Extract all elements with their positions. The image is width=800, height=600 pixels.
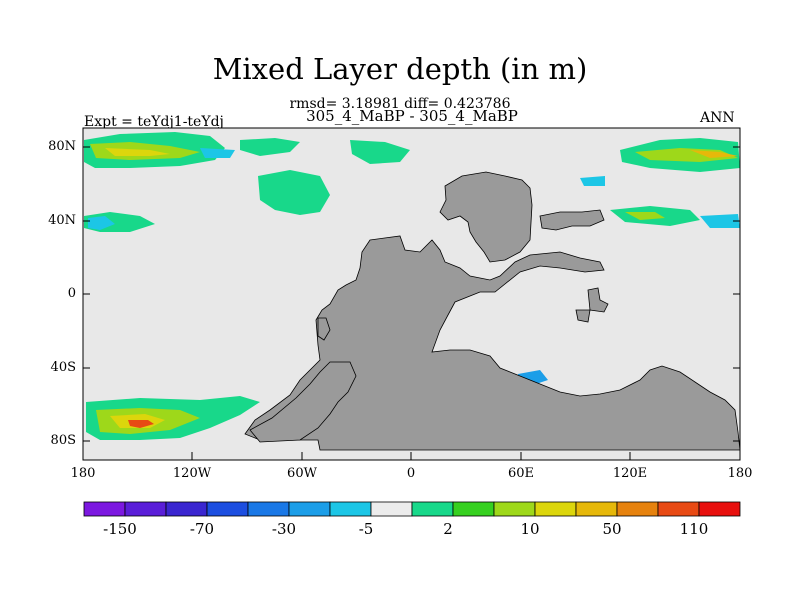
lat-label-80n: 80N [48,139,76,154]
colorbar-swatch [575,501,618,517]
lon-label-120e: 120E [612,466,648,481]
patch-natl [258,170,330,215]
land-east-asia [539,209,605,231]
patch-arctic-cyan [200,148,235,158]
colorbar-swatch [493,501,536,517]
colorbar-swatch [698,501,741,517]
colorbar-swatch [657,501,700,517]
lon-label-180w: 180 [70,466,96,481]
colorbar-label: -5 [358,520,374,538]
land-eurasia [439,171,533,263]
patch-arctic-center2 [350,140,410,164]
lon-label-120w: 120W [172,466,212,481]
patch-npac-cyan [88,216,115,230]
colorbar-swatch [288,501,331,517]
lon-label-60w: 60W [287,466,317,481]
colorbar-swatch [534,501,577,517]
patch-arctic-center [240,138,300,156]
experiment-label: Expt = teYdj1-teYdj [84,114,224,130]
patch-arctic-cyan2 [580,176,605,186]
lon-label-60e: 60E [507,466,535,481]
lat-label-40s: 40S [50,360,76,375]
stats-subtitle: rmsd= 3.18981 diff= 0.423786 [289,96,511,112]
colorbar-label: -30 [271,520,297,538]
colorbar-swatch [370,501,413,517]
anomaly-patches [84,132,740,440]
colorbar-label: 2 [443,520,453,538]
lat-label-80s: 80S [50,433,76,448]
lon-label-0: 0 [406,466,416,481]
land-islands-b [575,309,591,323]
colorbar-label: 10 [520,520,540,538]
colorbar-label: -70 [189,520,215,538]
colorbar-swatch [165,501,208,517]
colorbar-swatch [452,501,495,517]
colorbar-swatch [206,501,249,517]
land-masses [244,171,741,451]
colorbar-swatch [616,501,659,517]
colorbar-swatch [124,501,167,517]
colorbar-swatch [329,501,372,517]
colorbar-swatch [411,501,454,517]
patch-nwpac-inner [625,212,665,220]
land-americas-africa [244,235,741,451]
colorbar-label: -150 [103,520,137,538]
lat-label-40n: 40N [48,213,76,228]
colorbar [83,501,741,517]
season-label: ANN [700,110,735,126]
colorbar-label: 50 [602,520,622,538]
patch-so-west-hot [128,420,154,428]
land-central-america [317,317,331,341]
colorbar-label: 110 [679,520,709,538]
colorbar-swatch [83,501,126,517]
lat-tick-marks [83,146,740,442]
land-southern-cone [249,361,357,443]
lon-tick-marks [82,452,741,460]
patch-arctic-west-core [105,148,170,156]
lon-label-180e: 180 [727,466,753,481]
plot-title: Mixed Layer depth (in m) [212,52,588,86]
colorbar-swatch [247,501,290,517]
lat-label-0: 0 [67,286,76,301]
cases-subtitle: 305_4_MaBP - 305_4_MaBP [306,107,518,125]
patch-nwpac-cyan [700,214,740,228]
patch-arctic-east-core [690,150,738,158]
